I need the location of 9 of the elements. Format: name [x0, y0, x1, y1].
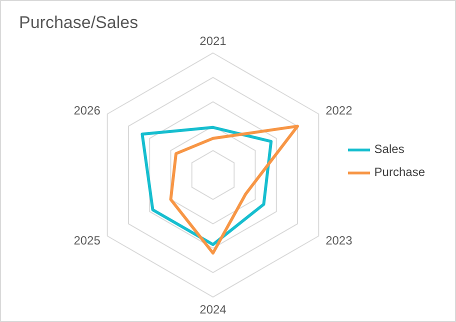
spoke-label: 2022	[326, 103, 353, 118]
spoke-label: 2026	[74, 103, 101, 118]
spoke-label: 2023	[326, 233, 353, 248]
legend-label: Purchase	[374, 165, 425, 179]
spoke-label: 2024	[200, 302, 227, 317]
spoke-label: 2021	[200, 34, 227, 48]
chart-title: Purchase/Sales	[19, 13, 138, 33]
spoke-label: 2025	[74, 233, 101, 248]
legend-label: Sales	[374, 142, 404, 156]
